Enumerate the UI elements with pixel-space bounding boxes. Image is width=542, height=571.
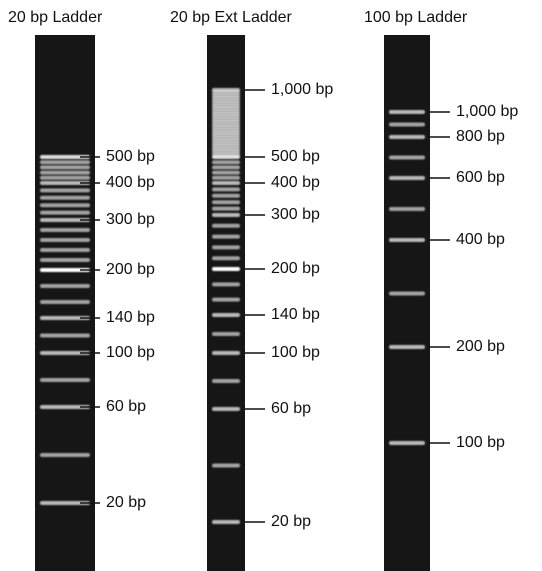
gel-band: [212, 332, 240, 336]
gel-band: [212, 256, 240, 261]
gel-band: [212, 155, 240, 159]
gel-band: [40, 195, 90, 200]
band-label: 100 bp: [271, 344, 320, 361]
gel-band: [212, 351, 240, 355]
gel-band: [40, 333, 90, 338]
band-label: 600 bp: [456, 169, 505, 186]
gel-band: [40, 501, 90, 505]
gel-band: [40, 203, 90, 208]
lane-title: 20 bp Ext Ladder: [170, 9, 293, 26]
gel-band: [212, 206, 240, 211]
gel-band: [212, 187, 240, 192]
gel-band: [212, 282, 240, 287]
lane-title: 20 bp Ladder: [8, 9, 103, 26]
gel-band: [389, 238, 425, 242]
band-label: 140 bp: [271, 306, 320, 323]
band-label: 500 bp: [271, 148, 320, 165]
gel-band: [212, 245, 240, 250]
gel-band: [40, 378, 90, 382]
gel-band: [40, 181, 90, 185]
gel-band: [40, 210, 90, 215]
band-label: 1,000 bp: [456, 103, 518, 120]
gel-band: [389, 176, 425, 180]
gel-band: [40, 248, 90, 252]
gel-band: [389, 122, 425, 127]
gel-band: [40, 170, 90, 175]
gel-band: [212, 213, 240, 217]
band-label: 200 bp: [271, 260, 320, 277]
gel-band: [212, 520, 240, 524]
gel-band: [40, 453, 90, 457]
band-label: 100 bp: [106, 344, 155, 361]
band-label: 1,000 bp: [271, 81, 333, 98]
band-label: 300 bp: [271, 206, 320, 223]
band-label: 100 bp: [456, 434, 505, 451]
gel-band: [40, 218, 90, 222]
gel-band: [389, 110, 425, 114]
gel-band: [389, 441, 425, 445]
gel-band: [212, 407, 240, 411]
gel-lane: [384, 35, 430, 571]
gel-band: [212, 181, 240, 185]
gel-band: [212, 160, 240, 165]
band-label: 200 bp: [106, 261, 155, 278]
gel-band: [40, 175, 90, 180]
gel-band: [212, 463, 240, 468]
gel-band: [40, 268, 90, 272]
gel-band: [389, 207, 425, 211]
gel-band: [389, 155, 425, 160]
gel-band: [389, 135, 425, 139]
gel-band: [40, 284, 90, 288]
band-label: 20 bp: [271, 513, 311, 530]
band-label: 500 bp: [106, 148, 155, 165]
band-label: 400 bp: [456, 231, 505, 248]
gel-band: [40, 160, 90, 165]
gel-band: [40, 165, 90, 170]
gel-band: [389, 291, 425, 296]
gel-band: [212, 297, 240, 302]
band-label: 20 bp: [106, 494, 146, 511]
band-label: 60 bp: [271, 400, 311, 417]
gel-band: [212, 175, 240, 180]
gel-band: [212, 165, 240, 170]
gel-band: [40, 228, 90, 232]
gel-band: [40, 155, 90, 159]
band-label: 800 bp: [456, 128, 505, 145]
gel-band: [212, 170, 240, 175]
band-label: 60 bp: [106, 398, 146, 415]
gel-band: [212, 223, 240, 228]
band-label: 140 bp: [106, 309, 155, 326]
band-label: 400 bp: [106, 174, 155, 191]
gel-band: [212, 313, 240, 317]
gel-band: [40, 238, 90, 242]
gel-band: [212, 379, 240, 383]
gel-band: [40, 188, 90, 193]
band-label: 300 bp: [106, 211, 155, 228]
gel-band: [40, 300, 90, 304]
gel-band: [212, 193, 240, 198]
band-label: 400 bp: [271, 174, 320, 191]
gel-band: [40, 258, 90, 262]
lane-title: 100 bp Ladder: [364, 9, 468, 26]
gel-band: [389, 345, 425, 349]
gel-band: [212, 267, 240, 271]
gel-band: [212, 200, 240, 205]
gel-band: [40, 405, 90, 409]
gel-band: [40, 351, 90, 355]
band-label: 200 bp: [456, 338, 505, 355]
gel-band: [212, 234, 240, 239]
gel-band: [40, 316, 90, 320]
